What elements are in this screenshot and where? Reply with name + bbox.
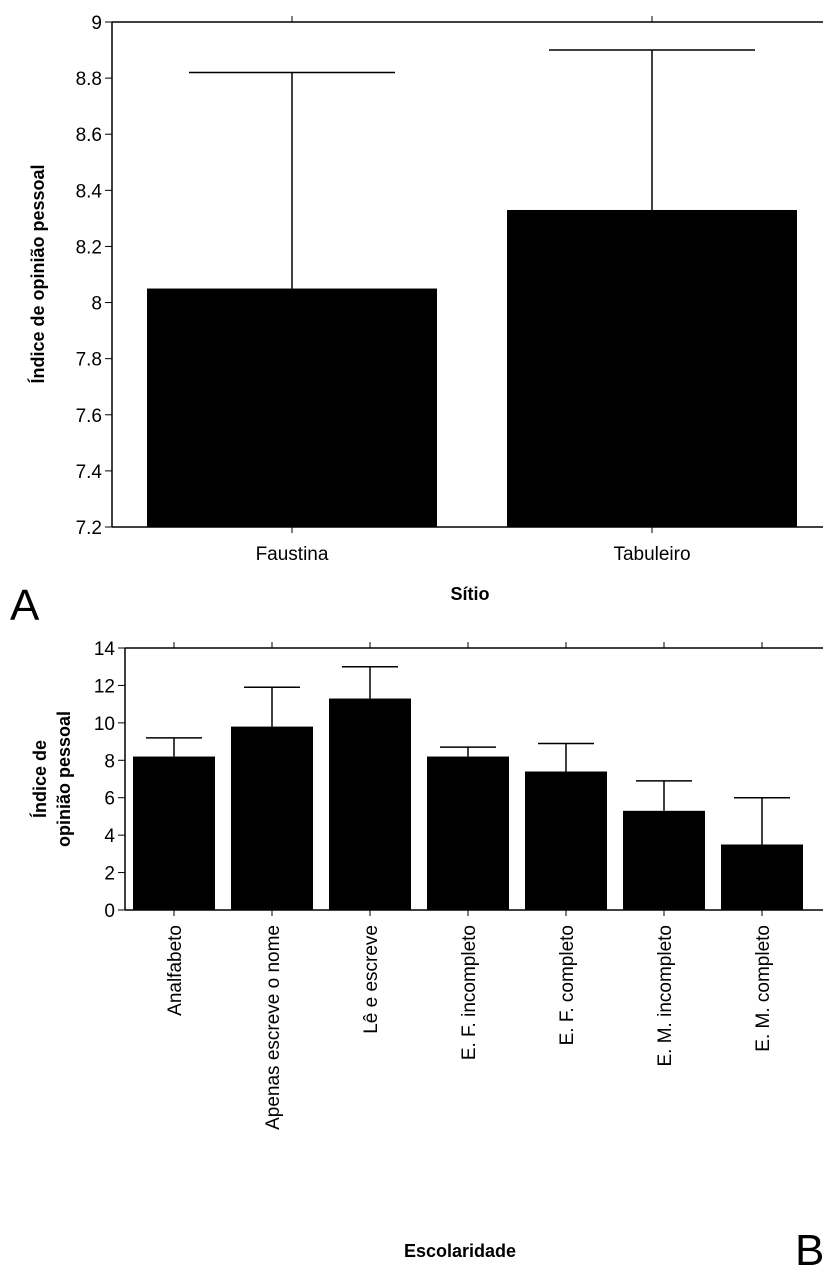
y-tick-label: 14 [94,639,116,660]
chart-a-bars [147,209,797,527]
bar [147,288,437,527]
chart-a: 7.2 7.4 7.6 7.8 8 8.2 8.4 8.6 8.8 9 Faustina Tabul… [10,13,823,630]
chart-a-y-ticks: 7.2 7.4 7.6 7.8 8 8.2 8.4 8.6 8.8 9 [76,13,112,539]
chart-b-y-ticks: 0 2 4 6 8 10 12 14 [94,639,125,922]
bar [525,771,607,910]
bar [507,209,797,527]
chart-b: 0 2 4 6 8 10 12 14 Analfabeto Apenas escreve o n… [29,639,823,1269]
bar [231,726,313,910]
x-tick-label: E. M. completo [753,925,774,1052]
y-tick-label: 7.2 [76,518,102,539]
x-tick-label: Faustina [256,544,329,565]
chart-b-bars [133,698,803,910]
chart-a-x-ticks: Faustina Tabuleiro [256,16,691,565]
chart-b-y-axis-title-line1: Índice de [29,740,50,818]
y-tick-label: 2 [104,864,115,885]
chart-a-panel-letter: A [10,581,40,630]
chart-a-y-axis-title: Índice de opinião pessoal [27,164,48,383]
chart-b-error-bars [146,665,790,845]
bar [427,756,509,910]
y-tick-label: 4 [104,826,115,847]
bar [133,756,215,910]
chart-b-x-axis-title: Escolaridade [404,1241,516,1261]
y-tick-label: 8 [104,751,115,772]
x-tick-label: Tabuleiro [613,544,690,565]
chart-a-error-bars [189,49,755,289]
y-tick-label: 8 [91,294,102,315]
y-tick-label: 7.8 [76,350,102,371]
y-tick-label: 12 [94,676,115,697]
y-tick-label: 8.6 [76,125,102,146]
chart-b-panel-letter: B [795,1226,823,1269]
y-tick-label: 9 [91,13,102,34]
bar [329,698,411,910]
y-tick-label: 8.4 [76,181,103,202]
chart-b-x-ticks: Analfabeto Apenas escreve o nome Lê e escr… [165,642,774,1130]
x-tick-label: E. F. completo [557,925,578,1045]
y-tick-label: 8.8 [76,69,102,90]
x-tick-label: Analfabeto [165,925,186,1016]
y-tick-label: 6 [104,789,115,810]
bar [721,844,803,910]
y-tick-label: 10 [94,714,115,735]
x-tick-label: E. F. incompleto [459,925,480,1060]
x-tick-label: Lê e escreve [361,925,382,1034]
y-tick-label: 7.6 [76,406,102,427]
y-tick-label: 0 [104,901,115,922]
chart-b-y-axis-title-line2: opinião pessoal [54,711,74,847]
x-tick-label: Apenas escreve o nome [263,925,284,1130]
x-tick-label: E. M. incompleto [655,925,676,1067]
bar [623,810,705,910]
chart-a-x-axis-title: Sítio [451,584,490,604]
y-tick-label: 7.4 [76,462,103,483]
y-tick-label: 8.2 [76,237,102,258]
